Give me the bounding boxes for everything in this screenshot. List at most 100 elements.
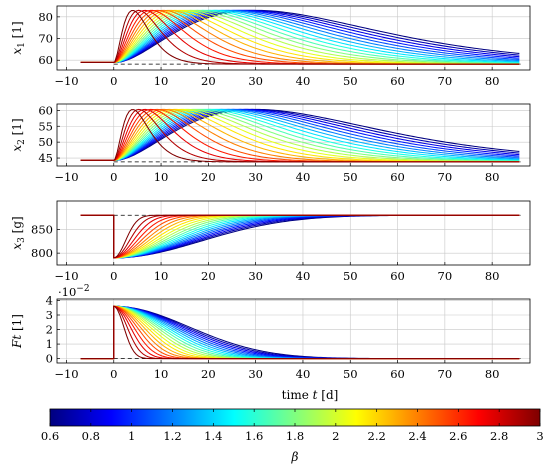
x-tick-label: 10 [154,367,169,381]
x-tick-label: 10 [154,74,169,88]
series-line-x1-beta-0.96 [80,9,520,63]
y-tick-label: 3 [46,308,53,322]
x-tick-label: 20 [201,269,216,283]
x-tick-label: 30 [248,269,263,283]
y-label-unit: [1] [10,118,24,139]
axis-frame-x1 [56,5,531,71]
x-tick-label: 80 [485,74,500,88]
y-tick-label: 70 [38,32,53,46]
x-tick-label: −10 [54,269,78,283]
y-label-variable: x [10,145,24,152]
y-tick-label: 50 [38,135,53,149]
x-axis-title: time t [d] [282,388,339,402]
y-tick-label: 4 [46,293,53,307]
x-tick-label: 40 [296,367,311,381]
y-label-unit: [g] [10,216,24,237]
y-tick-label: 850 [31,222,53,236]
x-tick-label: 10 [154,269,169,283]
colorbar-tick-label: 2.8 [490,429,508,443]
series-line-x1-beta-0.84 [80,9,520,63]
series-group-Ft [80,305,520,360]
colorbar-tick-label: 2 [332,429,339,443]
series-line-x1-beta-1.08 [80,9,520,63]
x-tick-label: −10 [54,170,78,184]
x-tick-label: 0 [110,170,117,184]
colorbar-tick-label: 1 [128,429,135,443]
series-line-x1-beta-0.6 [80,9,520,63]
y-tick-label: 45 [38,151,53,165]
series-line-x1-beta-0.72 [80,9,520,63]
y-tick-label: 800 [31,246,53,260]
x-tick-label: 80 [485,269,500,283]
x-tick-label: 0 [110,269,117,283]
series-line-x2-beta-0.72 [80,108,520,161]
colorbar-ticks: 0.6 0.8 1 1.2 1.4 1.6 1.8 2 2.2 2.4 2.6 2.8 3 [41,409,544,443]
x-tick-label: 40 [296,170,311,184]
x-tick-label: 30 [248,74,263,88]
y-label-subscript: 1 [17,42,27,48]
axis-frame-x3 [56,200,531,266]
y-label-subscript: 3 [17,237,27,243]
series-line-Ft-beta-3 [80,305,520,360]
x-tick-label: 50 [343,170,358,184]
y-label-subscript: 2 [17,139,27,145]
x-tick-label: 60 [390,170,405,184]
y-axis-label-x1: x1 [1] [10,21,27,54]
series-line-x2-beta-0.96 [80,108,520,161]
x-tick-label: 0 [110,367,117,381]
series-line-x1-beta-1.2 [80,9,520,63]
colorbar-tick-label: 0.8 [82,429,100,443]
x-tick-label: −10 [54,367,78,381]
x-tick-label: 30 [248,170,263,184]
x-tick-label: 20 [201,170,216,184]
subplot-x2: −10 0 10 20 30 40 50 60 70 80 45 50 55 60 x2 [1] [10,103,531,184]
series-line-x2-beta-1.32 [80,108,520,161]
series-line-x1-beta-3 [80,10,520,65]
series-line-x2-beta-1.08 [80,108,520,161]
x-tick-label: 60 [390,269,405,283]
y-label-variable: x [10,48,24,55]
colorbar-tick-label: 2.2 [368,429,386,443]
colorbar-tick-label: 1.8 [286,429,304,443]
x-tick-label: 10 [154,170,169,184]
series-line-x1-beta-1.56 [80,9,520,64]
y-tick-label: 60 [38,103,53,117]
colorbar: 0.6 0.8 1 1.2 1.4 1.6 1.8 2 2.2 2.4 2.6 2.8 3 β [41,408,544,464]
x-tick-label: 50 [343,367,358,381]
series-line-x1-beta-1.32 [80,9,520,63]
y-tick-label: 60 [38,53,53,67]
colorbar-tick-label: 0.6 [41,429,59,443]
x-tick-label: 0 [110,74,117,88]
x-tick-label: 40 [296,269,311,283]
y-scale-note: ·10−2 [58,284,90,299]
x-tick-label: 20 [201,74,216,88]
y-tick-label: 2 [46,323,53,337]
x-tick-label: 70 [438,170,453,184]
series-group-x1 [80,9,520,65]
series-group-x2 [80,108,520,163]
series-line-x2-beta-0.84 [80,108,520,161]
series-line-x2-beta-0.6 [80,108,520,161]
colorbar-tick-label: 2.4 [408,429,426,443]
y-axis-label-Ft: Ft [1] [10,314,24,349]
colorbar-tick-label: 2.6 [449,429,467,443]
x-tick-label: 50 [343,269,358,283]
y-tick-label: 80 [38,10,53,24]
series-group-x3 [80,214,520,259]
colorbar-tick-label: 1.4 [204,429,222,443]
y-label-unit: [1] [10,314,24,335]
x-tick-label: 50 [343,74,358,88]
x-tick-label: −10 [54,74,78,88]
x-tick-label: 70 [438,367,453,381]
x-tick-label: 80 [485,367,500,381]
axis-frame-Ft [56,298,531,364]
x-tick-label: 30 [248,367,263,381]
scale-exponent: −2 [76,284,89,294]
x-tick-label: 60 [390,74,405,88]
y-axis-label-x3: x3 [g] [10,216,27,249]
colorbar-tick-label: 1.6 [245,429,263,443]
series-line-x3-beta-1.56 [80,214,520,259]
series-line-x2-beta-1.56 [80,108,520,162]
